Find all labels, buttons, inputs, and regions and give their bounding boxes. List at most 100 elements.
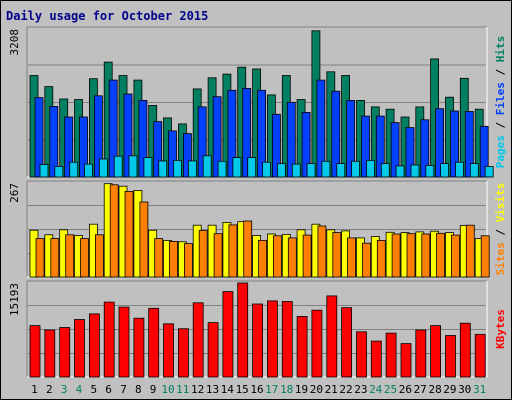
bar-kbytes-day-11 bbox=[177, 328, 189, 378]
bar-kbytes-day-31 bbox=[474, 333, 486, 378]
bar-pages-day-17 bbox=[276, 163, 286, 178]
bar-sites-day-26 bbox=[406, 233, 416, 278]
bar-sites-day-3 bbox=[65, 234, 75, 278]
bar-pages-day-10 bbox=[173, 159, 182, 178]
bar-sites-day-12 bbox=[198, 230, 208, 278]
x-tick-label: 8 bbox=[135, 383, 142, 396]
bar-files-day-25 bbox=[390, 122, 400, 178]
bar-files-day-22 bbox=[346, 100, 356, 178]
legend-sites: Sites bbox=[494, 242, 507, 275]
bar-sites-day-6 bbox=[109, 184, 119, 278]
x-tick-label: 10 bbox=[161, 383, 174, 396]
bar-pages-day-16 bbox=[262, 161, 272, 178]
bar-sites-day-17 bbox=[272, 235, 282, 278]
bar-sites-day-21 bbox=[332, 232, 342, 278]
x-tick-label: 27 bbox=[414, 383, 427, 396]
bar-files-day-18 bbox=[286, 101, 296, 178]
bar-kbytes-day-9 bbox=[148, 307, 160, 378]
bar-sites-day-4 bbox=[80, 238, 89, 278]
panel-hits-files-pages: 3208 Pages / Files / Hits bbox=[8, 26, 507, 178]
panel-kbytes: 15193 KBytes bbox=[8, 280, 507, 378]
bar-sites-day-9 bbox=[154, 238, 164, 278]
bar-kbytes-day-8 bbox=[133, 317, 145, 378]
bar-files-day-2 bbox=[49, 106, 59, 178]
bar-files-day-15 bbox=[242, 88, 252, 178]
panel-visits-sites: 267 Sites / Visits bbox=[8, 180, 507, 278]
bar-sites-day-28 bbox=[436, 232, 446, 278]
bar-pages-day-11 bbox=[187, 160, 197, 178]
y-max-label: 267 bbox=[8, 183, 21, 203]
bar-pages-day-18 bbox=[291, 163, 301, 178]
bar-kbytes-day-7 bbox=[118, 306, 130, 378]
bar-sites-day-23 bbox=[362, 242, 371, 278]
bar-kbytes-day-24 bbox=[370, 340, 382, 378]
bar-kbytes-day-21 bbox=[326, 295, 338, 378]
bar-files-day-14 bbox=[227, 89, 237, 178]
bar-kbytes-day-30 bbox=[459, 322, 471, 378]
bar-kbytes-day-22 bbox=[341, 307, 353, 378]
bar-sites-day-14 bbox=[228, 224, 238, 278]
bar-pages-day-1 bbox=[39, 164, 49, 178]
legend-visits: Visits bbox=[494, 183, 507, 223]
bar-pages-day-22 bbox=[351, 160, 361, 178]
bar-kbytes-day-1 bbox=[29, 325, 41, 378]
bar-pages-day-25 bbox=[395, 165, 405, 178]
x-tick-label: 17 bbox=[265, 383, 278, 396]
bar-files-day-9 bbox=[153, 121, 163, 178]
bar-pages-day-20 bbox=[321, 160, 331, 178]
bar-files-day-28 bbox=[435, 108, 445, 178]
bar-kbytes-day-23 bbox=[356, 331, 367, 378]
bar-pages-day-30 bbox=[469, 163, 479, 178]
bar-pages-day-21 bbox=[336, 163, 346, 178]
bar-files-day-13 bbox=[212, 96, 222, 178]
bar-pages-day-9 bbox=[158, 160, 168, 178]
legend-separator: / bbox=[494, 62, 507, 82]
bar-pages-day-31 bbox=[484, 165, 494, 178]
bar-sites-day-11 bbox=[183, 243, 193, 278]
x-tick-label: 30 bbox=[458, 383, 471, 396]
bar-kbytes-day-4 bbox=[74, 319, 85, 378]
y-max-label: 3208 bbox=[8, 29, 21, 56]
bar-sites-day-22 bbox=[347, 237, 357, 278]
bar-files-day-23 bbox=[361, 115, 370, 178]
bar-sites-day-15 bbox=[243, 220, 253, 278]
bar-sites-day-20 bbox=[317, 225, 327, 278]
x-tick-label: 25 bbox=[384, 383, 397, 396]
bar-kbytes-day-2 bbox=[44, 329, 56, 378]
bar-pages-day-29 bbox=[455, 161, 464, 178]
x-tick-label: 13 bbox=[206, 383, 219, 396]
bar-kbytes-day-16 bbox=[252, 303, 264, 378]
bar-pages-day-15 bbox=[247, 157, 257, 178]
x-tick-label: 5 bbox=[90, 383, 97, 396]
bar-sites-day-8 bbox=[139, 201, 149, 278]
side-legend: Pages / Files / Hits bbox=[494, 36, 507, 169]
bar-kbytes-day-29 bbox=[445, 335, 456, 378]
bar-sites-day-31 bbox=[480, 235, 490, 278]
legend-pages: Pages bbox=[494, 135, 507, 168]
x-tick-label: 16 bbox=[250, 383, 263, 396]
bar-sites-day-25 bbox=[391, 233, 401, 278]
x-tick-label: 21 bbox=[325, 383, 338, 396]
bar-pages-day-4 bbox=[84, 163, 93, 178]
bar-pages-day-5 bbox=[99, 158, 108, 178]
bar-kbytes-day-20 bbox=[311, 309, 323, 378]
bar-files-day-26 bbox=[405, 127, 415, 178]
x-tick-label: 22 bbox=[339, 383, 352, 396]
bar-pages-day-13 bbox=[217, 160, 227, 178]
side-legend: Sites / Visits bbox=[494, 183, 507, 276]
bar-kbytes-day-5 bbox=[89, 313, 100, 378]
x-tick-label: 14 bbox=[221, 383, 235, 396]
x-tick-label: 7 bbox=[120, 383, 127, 396]
bar-sites-day-10 bbox=[169, 240, 178, 278]
x-tick-label: 6 bbox=[105, 383, 112, 396]
x-tick-label: 9 bbox=[150, 383, 157, 396]
bar-files-day-17 bbox=[271, 113, 281, 178]
bar-pages-day-14 bbox=[232, 157, 242, 178]
x-tick-label: 4 bbox=[76, 383, 83, 396]
bar-files-day-31 bbox=[479, 125, 489, 178]
legend-hits: Hits bbox=[494, 36, 507, 63]
bar-pages-day-7 bbox=[128, 155, 138, 178]
bar-kbytes-day-28 bbox=[430, 325, 442, 378]
bar-kbytes-day-26 bbox=[400, 343, 412, 378]
